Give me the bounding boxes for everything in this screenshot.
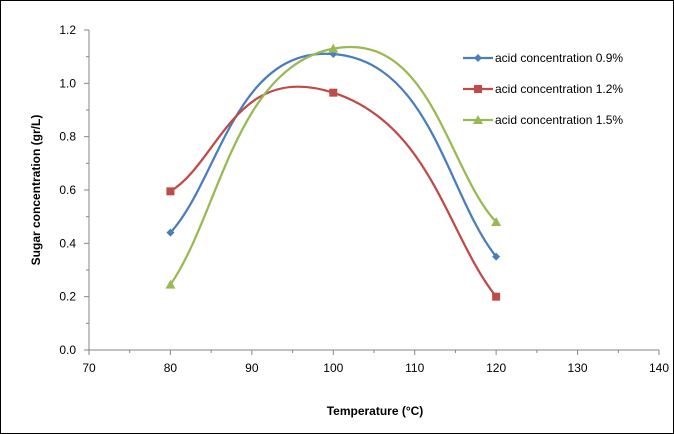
legend-item: acid concentration 0.9%: [463, 51, 623, 65]
data-point: [166, 187, 175, 196]
legend-label: acid concentration 1.5%: [495, 113, 623, 127]
y-tick-label: 0.0: [59, 343, 76, 357]
y-tick-label: 0.8: [59, 130, 76, 144]
y-tick-label: 0.4: [59, 236, 76, 250]
series-2: [166, 85, 501, 301]
legend-label: acid concentration 0.9%: [495, 51, 623, 65]
x-tick-label: 70: [82, 361, 96, 375]
legend-marker: [474, 54, 482, 62]
x-tick-label: 80: [164, 361, 178, 375]
data-point: [165, 279, 176, 289]
y-tick-label: 1.2: [59, 23, 76, 37]
x-tick-label: 100: [323, 361, 343, 375]
legend-item: acid concentration 1.5%: [463, 113, 623, 127]
x-tick-label: 110: [405, 361, 424, 375]
data-point: [492, 252, 501, 261]
x-axis-title: Temperature (°C): [327, 404, 424, 418]
legend-item: acid concentration 1.2%: [463, 82, 623, 96]
series-1: [166, 50, 501, 261]
x-tick-label: 90: [245, 361, 259, 375]
axes: 0.0 0.2 0.4 0.6 0.8 1.0 1.2 70 80 90 100 110 120 130 1…: [59, 23, 669, 375]
x-tick-label: 130: [568, 361, 588, 375]
legend-label: acid concentration 1.2%: [495, 82, 623, 96]
data-point: [491, 217, 502, 226]
y-tick-label: 0.2: [59, 290, 76, 304]
data-point: [166, 228, 175, 237]
legend-marker: [473, 115, 483, 124]
series-3: [165, 43, 502, 289]
x-tick-label: 140: [649, 361, 669, 375]
data-point: [328, 43, 339, 53]
legend-marker: [474, 85, 482, 93]
x-tick-label: 120: [486, 361, 506, 375]
data-point: [492, 292, 501, 301]
legend: acid concentration 0.9% acid concentratio…: [463, 51, 623, 127]
data-point: [329, 88, 338, 97]
y-tick-label: 1.0: [59, 76, 76, 90]
y-axis-title: Sugar concentration (gr/L): [29, 115, 43, 266]
series-layer: [165, 43, 502, 301]
y-tick-label: 0.6: [59, 183, 76, 197]
